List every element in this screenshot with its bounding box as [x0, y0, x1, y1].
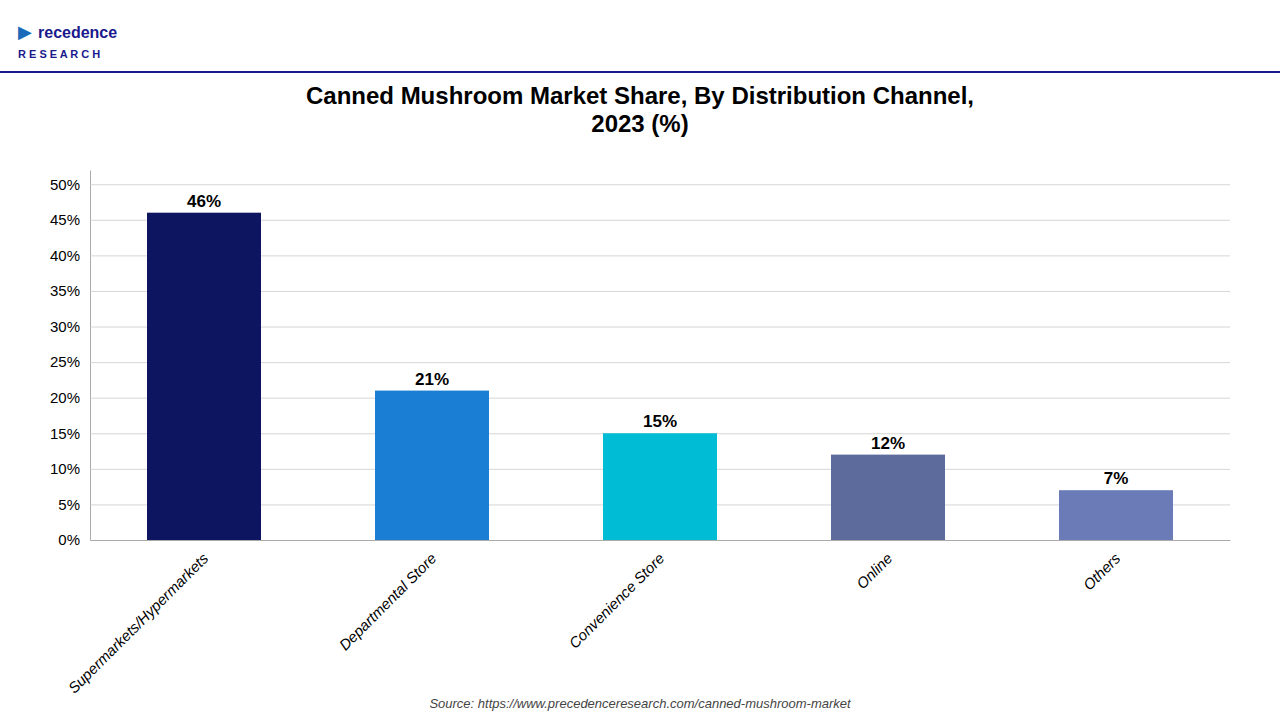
- bar: [1059, 490, 1173, 540]
- x-tick-label: Convenience Store: [565, 549, 667, 651]
- chart: Canned Mushroom Market Share, By Distrib…: [0, 0, 1280, 720]
- y-tick-label: 25%: [50, 353, 80, 370]
- y-tick-label: 30%: [50, 318, 80, 335]
- x-tick: Others: [1080, 549, 1124, 593]
- x-tick-label: Departmental Store: [335, 549, 439, 653]
- y-tick-label: 0%: [58, 531, 80, 548]
- y-tick-label: 40%: [50, 247, 80, 264]
- x-tick-label: Online: [853, 549, 896, 592]
- x-tick: Convenience Store: [565, 549, 667, 651]
- plot-area: 0% 5% 10% 15% 20% 25% 30% 35% 40% 45% 50% Supermark…: [50, 171, 1231, 697]
- y-axis: 0% 5% 10% 15% 20% 25% 30% 35% 40% 45% 50%: [50, 171, 1230, 549]
- y-axis-line: [90, 171, 91, 541]
- data-label: 46%: [187, 192, 221, 211]
- logo-text: recedence: [38, 24, 117, 41]
- source-text: Source: https://www.precedenceresearch.c…: [429, 696, 852, 711]
- data-label: 12%: [871, 434, 905, 453]
- data-label: 15%: [643, 412, 677, 431]
- y-tick-label: 10%: [50, 460, 80, 477]
- data-label: 21%: [415, 370, 449, 389]
- y-tick-label: 5%: [58, 496, 80, 513]
- bars: [147, 213, 1173, 540]
- y-tick-label: 15%: [50, 425, 80, 442]
- logo-subtext: R E S E A R C H: [18, 48, 100, 60]
- y-tick-label: 20%: [50, 389, 80, 406]
- grid-line: [90, 184, 1230, 185]
- grid-line: [90, 540, 1230, 541]
- x-axis: Supermarkets/Hypermarkets Departmental St…: [64, 541, 1230, 697]
- x-tick: Departmental Store: [335, 549, 439, 653]
- logo-icon: ▶: [18, 22, 32, 42]
- header-line: [0, 71, 1280, 73]
- x-tick-label: Supermarkets/Hypermarkets: [64, 549, 211, 696]
- bar: [147, 213, 261, 540]
- y-tick-label: 50%: [50, 176, 80, 193]
- y-tick-label: 45%: [50, 211, 80, 228]
- x-tick: Online: [853, 549, 896, 592]
- bar: [375, 391, 489, 540]
- x-tick-label: Others: [1080, 549, 1124, 593]
- title: Canned Mushroom Market Share, By Distrib…: [306, 82, 974, 137]
- data-label: 7%: [1104, 469, 1129, 488]
- y-tick-label: 35%: [50, 282, 80, 299]
- data-labels: 46% 21% 15% 12% 7%: [187, 192, 1128, 489]
- y-tick: 50%: [50, 176, 1230, 193]
- bar: [831, 455, 945, 540]
- bar: [603, 433, 717, 540]
- x-axis-line: [91, 540, 1231, 541]
- x-tick: Supermarkets/Hypermarkets: [64, 549, 211, 696]
